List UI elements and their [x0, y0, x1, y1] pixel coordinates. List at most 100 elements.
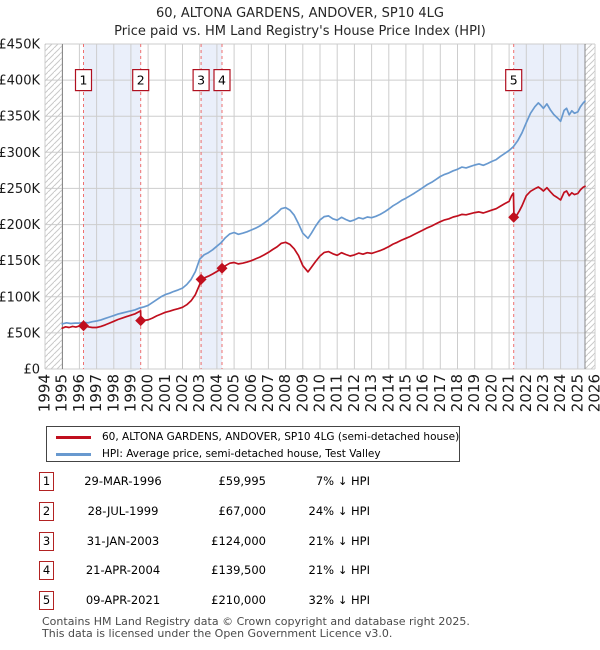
sale-row-3: 3 31-JAN-2003 £124,000 21% ↓ HPI: [0, 532, 600, 552]
x-axis-tick-label: 1997: [87, 374, 105, 412]
legend-row-price-paid: 60, ALTONA GARDENS, ANDOVER, SP10 4LG (s…: [56, 430, 459, 445]
license-line-2: This data is licensed under the Open Gov…: [42, 627, 393, 640]
sale-date: 28-JUL-1999: [87, 504, 159, 518]
x-axis-tick-label: 2015: [396, 374, 414, 412]
x-axis-tick-label: 2025: [568, 374, 586, 412]
no-data-hatch: [45, 44, 63, 369]
sale-point-diamond: [78, 320, 89, 332]
legend-box: 60, ALTONA GARDENS, ANDOVER, SP10 4LG (s…: [46, 426, 460, 462]
hpi-line: [61, 100, 586, 325]
sale-number-badge: 4: [39, 561, 54, 580]
x-axis-tick-label: 2002: [173, 374, 191, 412]
x-axis-tick-label: 2012: [345, 374, 363, 412]
sale-marker-box: [132, 68, 150, 92]
sale-point-diamond: [508, 211, 520, 223]
x-axis-tick-label: 2001: [156, 374, 174, 412]
x-axis-tick-label: 2004: [207, 374, 225, 412]
x-axis-tick-label: 2006: [242, 374, 260, 412]
sale-marker-box: [192, 68, 210, 92]
y-axis-tick-label: £300K: [0, 146, 40, 161]
no-data-hatch: [585, 44, 595, 369]
legend-label-price-paid: 60, ALTONA GARDENS, ANDOVER, SP10 4LG (s…: [102, 431, 460, 443]
y-axis-tick-label: £50K: [7, 326, 41, 341]
sale-vs-hpi: 21% ↓ HPI: [308, 534, 370, 548]
legend-label-hpi: HPI: Average price, semi-detached house,…: [102, 448, 381, 460]
sale-row-5: 5 09-APR-2021 £210,000 32% ↓ HPI: [0, 591, 600, 611]
license-line-1: Contains HM Land Registry data © Crown c…: [42, 615, 470, 628]
sale-row-4: 4 21-APR-2004 £139,500 21% ↓ HPI: [0, 561, 600, 581]
sale-row-2: 2 28-JUL-1999 £67,000 24% ↓ HPI: [0, 502, 600, 522]
sale-marker-box: [505, 68, 523, 92]
x-axis-tick-label: 2022: [517, 374, 535, 412]
x-axis-tick-label: 2014: [379, 374, 397, 412]
sale-vs-hpi: 21% ↓ HPI: [308, 563, 370, 577]
sale-point-diamond: [135, 315, 147, 327]
price-paid-line-swatch: [56, 435, 91, 439]
sale-vs-hpi: 24% ↓ HPI: [308, 504, 370, 518]
sale-number-badge: 3: [39, 532, 54, 551]
sale-price: £139,500: [211, 563, 266, 577]
sale-marker-number: 5: [510, 73, 518, 88]
shaded-ownership-band: [83, 44, 141, 369]
y-axis-tick-label: £450K: [0, 38, 40, 53]
license-note: Contains HM Land Registry data © Crown c…: [42, 616, 470, 640]
sale-date: 29-MAR-1996: [84, 474, 162, 488]
sale-row-1: 1 29-MAR-1996 £59,995 7% ↓ HPI: [0, 472, 600, 492]
hpi-line-swatch: [56, 452, 91, 456]
x-axis-tick-label: 2009: [293, 374, 311, 412]
x-axis-tick-label: 2026: [586, 374, 600, 412]
sale-marker-number: 3: [197, 73, 205, 88]
x-axis-tick-label: 2008: [276, 374, 294, 412]
shaded-ownership-band: [513, 44, 585, 369]
page-title: 60, ALTONA GARDENS, ANDOVER, SP10 4LG: [156, 6, 444, 21]
x-axis-tick-label: 2017: [431, 374, 449, 412]
x-axis-tick-label: 2019: [465, 374, 483, 412]
x-axis-tick-label: 2005: [225, 374, 243, 412]
sale-date: 21-APR-2004: [85, 563, 161, 577]
sale-price: £67,000: [218, 504, 266, 518]
sale-number-badge: 2: [39, 502, 54, 521]
sale-marker-number: 4: [218, 73, 226, 88]
x-axis-tick-label: 1998: [104, 374, 122, 412]
sale-number-badge: 1: [39, 472, 54, 491]
page-subtitle: Price paid vs. HM Land Registry's House …: [114, 24, 486, 39]
sale-number-badge: 5: [39, 591, 54, 610]
y-axis-tick-label: £400K: [0, 74, 40, 89]
x-axis-tick-label: 2023: [534, 374, 552, 412]
x-axis-tick-label: 1996: [70, 374, 88, 412]
price-history-plot: 1 2 3 4 5 £0 £50K £100K £150K £200K £250K £300K £350…: [0, 38, 600, 413]
y-axis-tick-label: £0: [23, 363, 40, 378]
sale-marker-number: 2: [137, 73, 145, 88]
x-axis-tick-label: 2010: [311, 374, 329, 412]
y-axis-tick-label: £150K: [0, 254, 40, 269]
sale-point-diamond: [216, 262, 228, 274]
y-axis-tick-label: £200K: [0, 218, 40, 233]
shaded-ownership-band: [201, 44, 223, 369]
sale-vs-hpi: 32% ↓ HPI: [308, 593, 370, 607]
x-axis-tick-label: 2021: [500, 374, 518, 412]
sale-price: £124,000: [211, 534, 266, 548]
sale-price: £59,995: [218, 474, 266, 488]
x-axis-tick-label: 2024: [551, 374, 569, 412]
x-axis-tick-label: 1994: [36, 374, 54, 412]
x-axis-tick-label: 1999: [121, 374, 139, 412]
x-axis-tick-label: 2016: [414, 374, 432, 412]
y-axis-tick-label: £250K: [0, 182, 40, 197]
sale-marker-box: [74, 68, 93, 92]
sale-marker-box: [213, 68, 231, 92]
x-axis-tick-label: 2003: [190, 374, 208, 412]
x-axis-tick-label: 2013: [362, 374, 380, 412]
x-axis-tick-label: 1995: [53, 374, 71, 412]
x-axis-tick-label: 2000: [139, 374, 157, 412]
x-axis-tick-label: 2020: [482, 374, 500, 412]
sale-vs-hpi: 7% ↓ HPI: [315, 474, 370, 488]
x-axis-tick-label: 2018: [448, 374, 466, 412]
sale-price: £210,000: [211, 593, 266, 607]
sale-marker-number: 1: [80, 73, 88, 88]
sale-date: 09-APR-2021: [85, 593, 161, 607]
sale-date: 31-JAN-2003: [86, 534, 160, 548]
sale-point-diamond: [195, 273, 207, 285]
y-axis-tick-label: £350K: [0, 110, 40, 125]
y-axis-tick-label: £100K: [0, 290, 40, 305]
